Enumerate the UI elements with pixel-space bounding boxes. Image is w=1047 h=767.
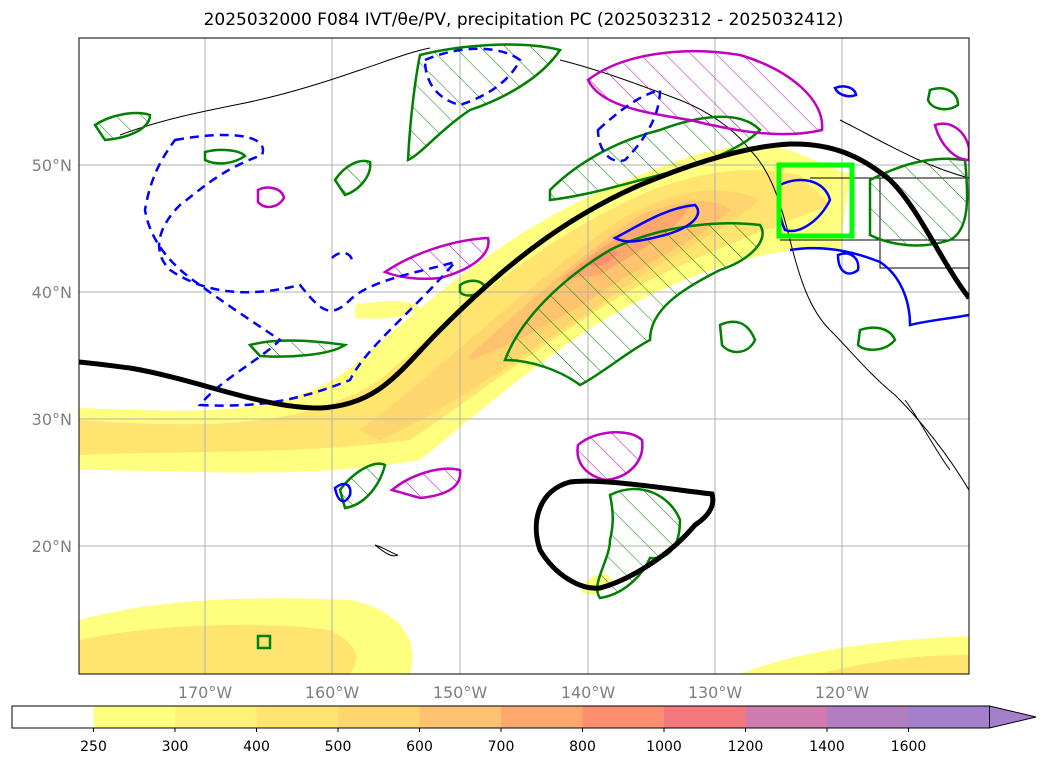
colorbar-segment	[256, 706, 339, 728]
colorbar-tick-label: 250	[80, 739, 107, 755]
colorbar-segment	[501, 706, 583, 728]
colorbar-segment	[419, 706, 502, 728]
colorbar-segment	[827, 706, 909, 728]
map-content	[79, 38, 969, 674]
map-title: 2025032000 F084 IVT/θe/PV, precipitation…	[203, 10, 844, 30]
lon-label: 120°W	[815, 683, 870, 702]
colorbar-segment	[12, 706, 94, 728]
colorbar-segment	[175, 706, 257, 728]
colorbar-tick-label: 800	[569, 739, 596, 755]
colorbar-segment	[664, 706, 746, 728]
colorbar-tick-label: 1000	[646, 739, 682, 755]
longitude-labels: 170°W 160°W 150°W 140°W 130°W 120°W	[178, 683, 870, 702]
lon-label: 160°W	[305, 683, 360, 702]
colorbar-segment	[908, 706, 991, 728]
latitude-labels: 50°N 40°N 30°N 20°N	[32, 156, 72, 556]
colorbar-segment	[338, 706, 420, 728]
colorbar: 250 300 400 500 600 700 800 1000 1200 1400 1600	[11, 705, 1037, 755]
pv-dashed-contours	[143, 47, 662, 407]
lon-label: 150°W	[433, 683, 488, 702]
colorbar-tick-label: 500	[325, 739, 352, 755]
lon-label: 130°W	[688, 683, 743, 702]
colorbar-segment	[582, 706, 665, 728]
domain-box	[776, 162, 855, 239]
ivt-axis-line	[79, 141, 969, 411]
colorbar-tick-label: 1400	[809, 739, 845, 755]
colorbar-extend-arrow	[989, 705, 1037, 729]
colorbar-tick-label: 300	[162, 739, 189, 755]
pv-solid-contours	[333, 85, 969, 503]
theta-e-contours	[93, 43, 969, 650]
colorbar-segment	[745, 706, 828, 728]
colorbar-tick-label: 400	[243, 739, 270, 755]
pv-hatched-contours	[256, 49, 969, 500]
colorbar-tick-label: 1600	[891, 739, 927, 755]
lat-label: 40°N	[32, 283, 72, 302]
lat-label: 20°N	[32, 537, 72, 556]
lat-label: 50°N	[32, 156, 72, 175]
lat-label: 30°N	[32, 410, 72, 429]
ivt-closed-contour	[533, 478, 716, 591]
lon-label: 140°W	[561, 683, 616, 702]
colorbar-tick-label: 600	[406, 739, 433, 755]
lon-label: 170°W	[178, 683, 233, 702]
colorbar-tick-label: 1200	[728, 739, 764, 755]
colorbar-tick-label: 700	[488, 739, 515, 755]
colorbar-segment	[93, 706, 176, 728]
map-border	[78, 37, 970, 675]
